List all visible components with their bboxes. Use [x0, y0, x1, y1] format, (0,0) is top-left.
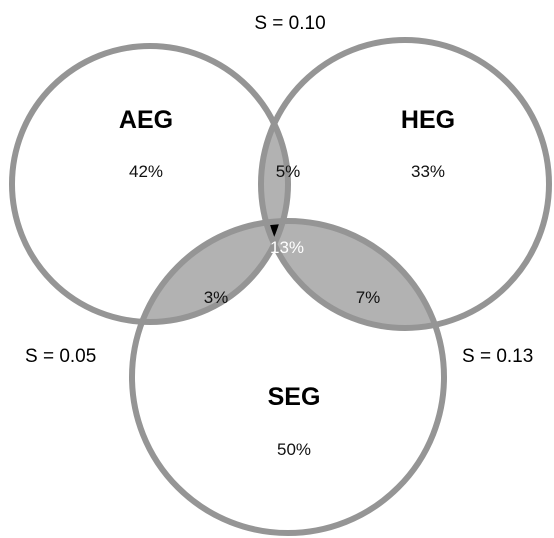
aeg-heg-similarity-label: S = 0.10: [254, 13, 325, 34]
aeg-seg-similarity-label: S = 0.05: [25, 346, 96, 367]
seg-circle-outline: [129, 218, 447, 536]
seg-title: SEG: [268, 383, 321, 411]
heg-circle-outline: [258, 37, 552, 331]
heg-seg-overlap-region: [261, 221, 444, 328]
aeg-title: AEG: [119, 106, 173, 134]
aeg-seg-overlap-region: [132, 221, 288, 322]
aeg-heg-overlap-percent: 5%: [276, 162, 301, 181]
aeg-only-percent: 42%: [129, 162, 163, 181]
aeg-seg-overlap-percent: 3%: [204, 288, 229, 307]
heg-title: HEG: [401, 106, 455, 134]
aeg-circle-outline: [9, 43, 291, 325]
heg-only-percent: 33%: [411, 162, 445, 181]
heg-seg-overlap-percent: 7%: [356, 288, 381, 307]
all-three-overlap-percent: 13%: [270, 238, 304, 257]
seg-only-percent: 50%: [277, 440, 311, 459]
heg-seg-similarity-label: S = 0.13: [462, 346, 533, 367]
